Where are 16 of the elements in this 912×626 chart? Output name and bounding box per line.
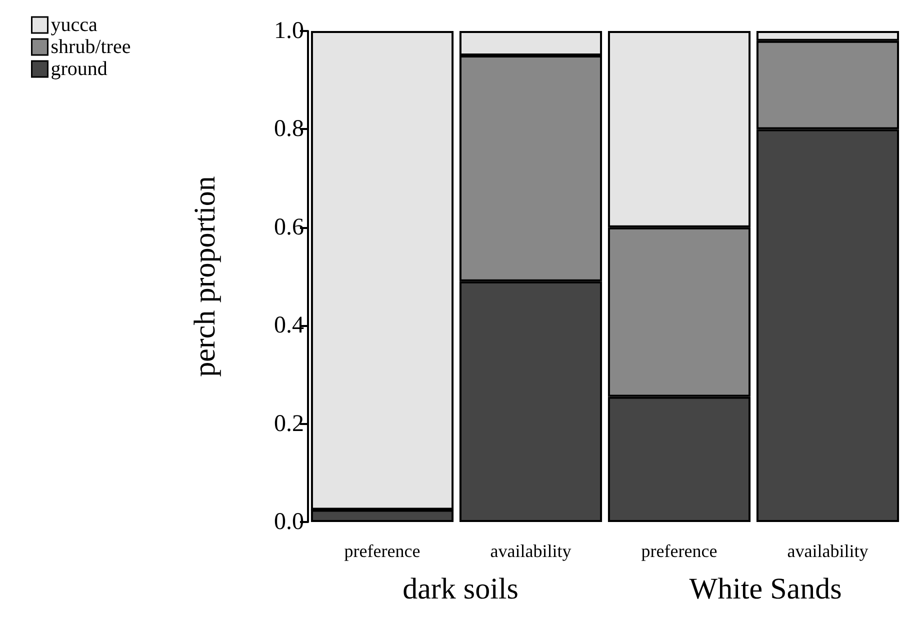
- y-tick-label: 0.2: [274, 410, 304, 437]
- y-tick-label: 0.4: [274, 312, 304, 339]
- y-axis-title: perch proportion: [188, 176, 222, 377]
- legend-label: yucca: [50, 14, 98, 36]
- text: White Sands: [689, 572, 842, 606]
- text: dark soils: [402, 572, 518, 606]
- y-tick-label: 0.8: [274, 116, 304, 142]
- x-tick-label: preference: [641, 541, 718, 561]
- x-tick-label: availability: [787, 541, 868, 561]
- legend-label: ground: [50, 58, 108, 80]
- y-tick-label: 0.0: [274, 509, 304, 535]
- x-tick-label: availability: [490, 541, 572, 561]
- y-tick-label: 0.6: [274, 214, 304, 240]
- y-tick-label: 1.0: [274, 18, 304, 44]
- x-tick-label: preference: [344, 541, 420, 561]
- legend-label: shrub/tree: [50, 36, 131, 58]
